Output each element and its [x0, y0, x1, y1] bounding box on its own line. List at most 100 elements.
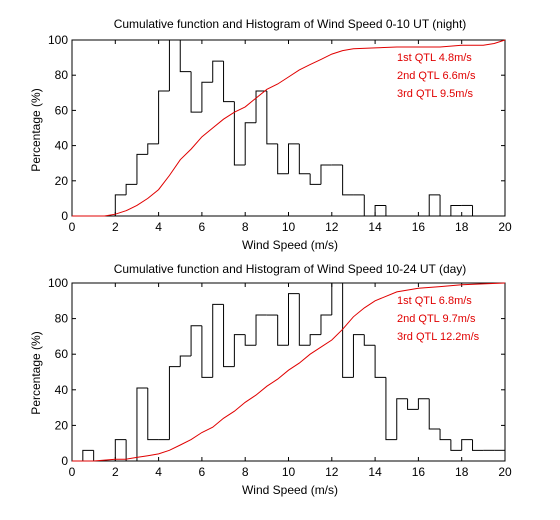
chart-title: Cumulative function and Histogram of Win… [114, 17, 467, 31]
histogram-bin [439, 194, 451, 217]
y-tick-label: 0 [61, 454, 68, 468]
histogram-bin [309, 173, 321, 185]
x-tick-label: 8 [242, 220, 249, 234]
histogram-bin [82, 449, 94, 461]
histogram-bin [428, 398, 441, 430]
y-tick-label: 20 [55, 418, 69, 432]
histogram-bin [266, 91, 278, 145]
histogram-bin [385, 377, 397, 441]
histogram-bin [168, 366, 181, 440]
histogram-bin [461, 439, 473, 451]
histogram-bin [125, 183, 137, 195]
y-tick-label: 100 [48, 33, 68, 47]
histogram-bin [233, 101, 246, 166]
histogram-bin [288, 293, 300, 346]
x-tick-label: 16 [412, 465, 426, 479]
histogram-bin [472, 205, 484, 217]
axes-frame [71, 39, 506, 217]
y-tick-label: 20 [55, 174, 69, 188]
histogram-bin [450, 204, 462, 216]
histogram-bin [179, 40, 192, 73]
x-tick-label: 6 [199, 465, 206, 479]
histogram-bin [320, 164, 332, 185]
histogram-bin [179, 355, 192, 367]
histogram-bin [342, 164, 354, 196]
x-tick-label: 20 [498, 465, 512, 479]
quartile-annotation: 1st QTL 4.8m/s [397, 52, 472, 64]
x-tick-label: 16 [412, 220, 426, 234]
y-tick-label: 60 [55, 103, 69, 117]
histogram-bin [212, 303, 224, 378]
x-tick-label: 2 [112, 220, 119, 234]
histogram-bin [114, 439, 127, 461]
y-tick-label: 100 [48, 276, 68, 290]
histogram-bin [136, 387, 148, 461]
x-tick-label: 4 [155, 220, 162, 234]
histogram-bin [428, 194, 441, 216]
histogram-bin [190, 325, 202, 356]
histogram-bin [223, 304, 235, 368]
histogram-bin [114, 194, 127, 216]
x-tick-label: 14 [368, 465, 382, 479]
y-tick-label: 80 [55, 68, 69, 82]
x-tick-label: 8 [242, 465, 249, 479]
histogram-bin [244, 122, 257, 165]
x-tick-label: 10 [282, 220, 296, 234]
histogram-bin [190, 71, 202, 113]
x-tick-label: 10 [282, 465, 296, 479]
histogram-bin [233, 334, 246, 367]
quartile-annotation: 2nd QTL 6.6m/s [397, 70, 476, 82]
quartile-annotation: 2nd QTL 9.7m/s [397, 313, 476, 325]
histogram-bin [342, 283, 354, 378]
histogram-bin [136, 153, 148, 185]
histogram-bin [439, 428, 451, 441]
plot-area: 0 2 4 6 8 10 12 14 16 18 20 0 20 40 60 80 100 1st QTL 4.8… [48, 33, 512, 234]
x-tick-label: 12 [325, 220, 339, 234]
histogram-bin [255, 314, 267, 346]
y-tick-label: 40 [55, 383, 69, 397]
x-axis-label: Wind Speed (m/s) [242, 238, 338, 252]
histogram-bin [298, 143, 311, 175]
histogram-bin [374, 204, 386, 216]
histogram-bin [385, 205, 397, 217]
plot-area: 0 2 4 6 8 10 12 14 16 18 20 0 20 40 60 80 100 1st QTL 6.8… [48, 276, 512, 479]
quartile-annotation: 1st QTL 6.8m/s [397, 295, 472, 307]
histogram-bin [396, 398, 408, 440]
panel-day: Cumulative function and Histogram of Win… [29, 262, 512, 497]
histogram-bin [223, 61, 235, 103]
histogram-bin [309, 334, 321, 346]
x-tick-label: 20 [498, 220, 512, 234]
histogram-bin [125, 439, 137, 462]
y-tick-label: 0 [61, 209, 68, 223]
x-tick-label: 18 [455, 220, 469, 234]
histogram-bin [147, 388, 159, 441]
quartile-annotation: 3rd QTL 12.2m/s [397, 331, 480, 343]
histogram-bin [93, 450, 105, 462]
histogram-bin [212, 60, 224, 83]
histogram-bin [288, 143, 300, 174]
histogram-bin [331, 282, 343, 316]
cumulative-line [72, 39, 506, 217]
y-tick-label: 60 [55, 347, 69, 361]
histogram-bin [363, 194, 376, 217]
histogram-bin [472, 439, 484, 451]
x-tick-label: 12 [325, 465, 339, 479]
y-tick-label: 80 [55, 312, 69, 326]
x-tick-label: 4 [155, 465, 162, 479]
histogram-bin [158, 90, 170, 144]
histogram-bin [352, 334, 365, 378]
histogram-bin [244, 334, 257, 346]
histogram-bin [363, 334, 376, 346]
histogram-bin [407, 398, 419, 410]
x-tick-label: 0 [69, 220, 76, 234]
histogram-bin [320, 314, 332, 335]
y-axis-label: Percentage (%) [29, 331, 43, 414]
y-tick-label: 40 [55, 139, 69, 153]
histogram-bin [255, 90, 267, 123]
quartile-annotation: 3rd QTL 9.5m/s [397, 88, 474, 100]
histogram-bin [450, 439, 462, 451]
chart-title: Cumulative function and Histogram of Win… [114, 262, 467, 276]
x-tick-label: 6 [199, 220, 206, 234]
cumulative-line [72, 282, 506, 462]
